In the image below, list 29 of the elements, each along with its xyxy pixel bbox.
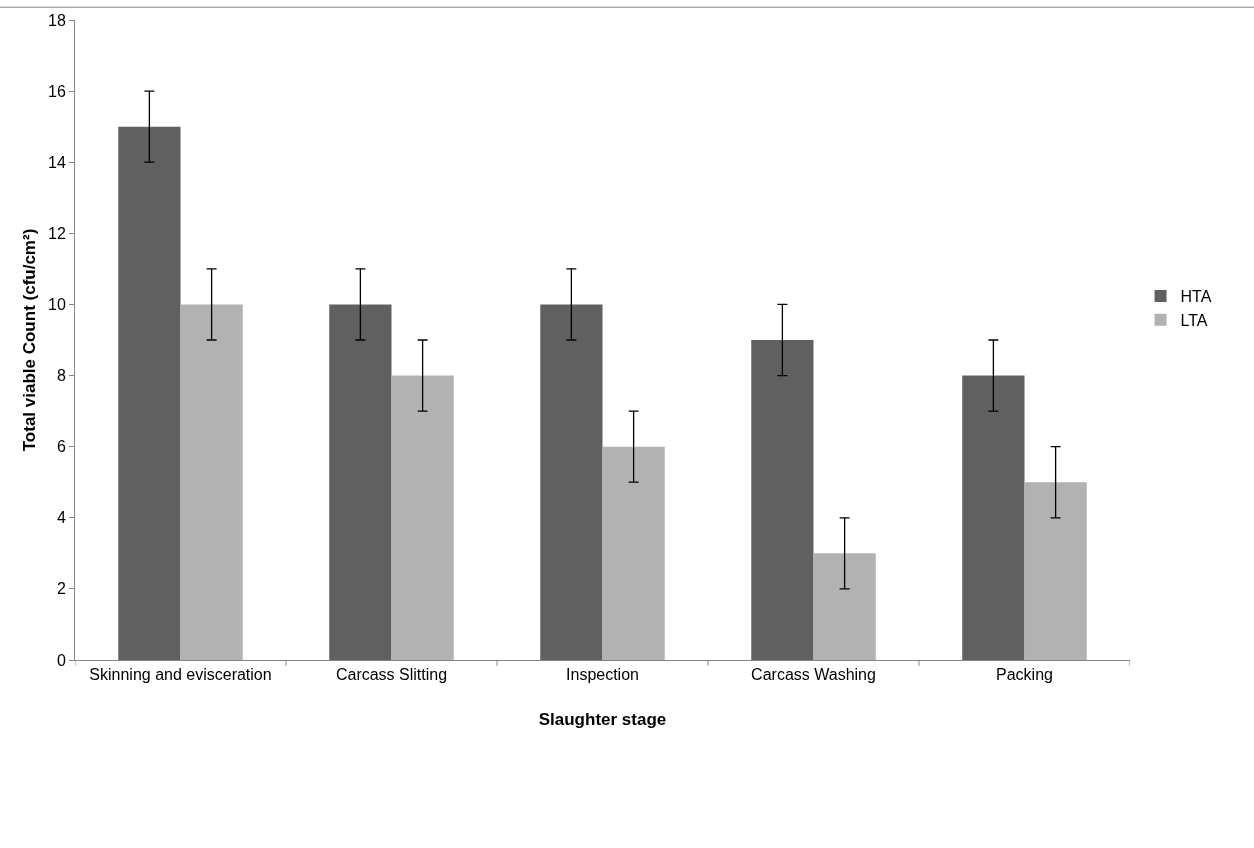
bar — [602, 446, 665, 660]
y-tick-label: 18 — [48, 11, 66, 29]
bar — [962, 375, 1025, 660]
y-tick-label: 14 — [48, 153, 66, 171]
x-axis-title: Slaughter stage — [538, 709, 667, 729]
x-tick-label: Inspection — [566, 666, 639, 684]
bar — [391, 375, 454, 660]
x-tick-label: Skinning and evisceration — [89, 666, 272, 684]
x-tick-label: Packing — [996, 666, 1053, 684]
y-tick-label: 16 — [48, 82, 66, 100]
y-tick-label: 6 — [56, 438, 66, 456]
y-tick-label: 10 — [48, 296, 66, 314]
bar — [329, 304, 392, 660]
y-tick-label: 4 — [56, 509, 66, 527]
bar — [180, 304, 243, 660]
y-axis-title: Total viable Count (cfu/cm²) — [19, 228, 39, 452]
legend-label: LTA — [1180, 311, 1208, 329]
x-tick-label: Carcass Washing — [751, 666, 876, 684]
bar — [813, 553, 876, 660]
y-tick-label: 2 — [56, 580, 66, 598]
bar — [751, 340, 814, 660]
bar — [1024, 482, 1087, 660]
bar — [118, 126, 181, 660]
x-tick-label: Carcass Slitting — [335, 666, 448, 684]
legend-label: HTA — [1180, 288, 1212, 306]
y-tick-label: 0 — [56, 651, 66, 669]
bar — [540, 304, 603, 660]
y-tick-label: 12 — [48, 224, 66, 242]
y-tick-label: 8 — [56, 367, 66, 385]
